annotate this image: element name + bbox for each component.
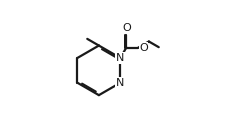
Text: O: O bbox=[139, 42, 148, 53]
Text: O: O bbox=[122, 23, 131, 34]
Text: N: N bbox=[116, 78, 124, 88]
Text: N: N bbox=[116, 53, 124, 63]
